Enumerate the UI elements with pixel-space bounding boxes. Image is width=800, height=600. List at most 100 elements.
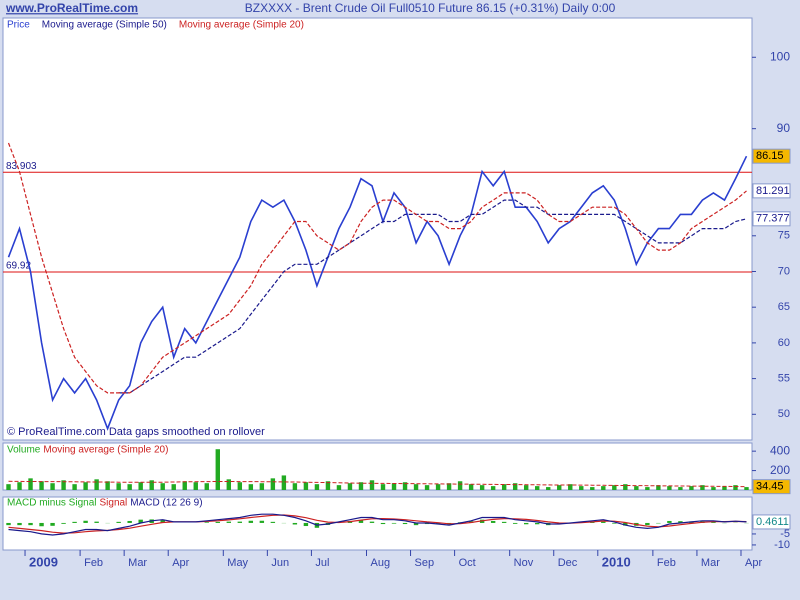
histogram-bar <box>259 520 265 523</box>
volume-bar <box>50 483 55 490</box>
value-box <box>752 183 791 199</box>
volume-bar <box>72 484 77 490</box>
y-tick-label: -5 <box>780 528 790 540</box>
histogram-bar <box>612 522 617 524</box>
x-tick-label: Jun <box>271 557 289 569</box>
volume-bar <box>193 482 198 490</box>
volume-bar <box>645 487 650 490</box>
x-tick-label: May <box>227 557 248 569</box>
reference-label: 83.903 <box>6 161 37 172</box>
series-line <box>7 142 747 394</box>
volume-bar <box>557 485 562 490</box>
x-tick-label: Feb <box>657 557 676 569</box>
chart-title: BZXXXX - Brent Crude Oil Full0510 Future… <box>245 1 616 15</box>
volume-bar <box>623 484 628 490</box>
volume-bar <box>61 480 66 490</box>
histogram-bar <box>160 520 165 523</box>
histogram-bar <box>215 521 220 523</box>
legend-entry: Moving average (Simple 20) <box>43 445 168 456</box>
histogram-bar <box>711 522 716 523</box>
volume-bar <box>424 485 430 490</box>
histogram-bar <box>501 521 507 523</box>
value-label: 0.4611 <box>756 516 789 528</box>
y-tick-label: 100 <box>770 49 790 63</box>
histogram-bar <box>248 520 254 523</box>
volume-bar <box>512 483 518 490</box>
volume-bar <box>457 481 463 490</box>
value-box <box>752 211 791 227</box>
histogram-bar <box>512 522 518 524</box>
site-link[interactable]: www.ProRealTime.com <box>5 1 138 15</box>
volume-bar <box>28 478 33 490</box>
value-label: 34.45 <box>756 481 784 493</box>
series-line <box>118 199 747 394</box>
value-box <box>752 514 791 530</box>
volume-bar <box>182 481 187 490</box>
volume-bar <box>226 479 232 490</box>
x-tick-label: 2010 <box>602 554 631 569</box>
histogram-bar <box>39 522 44 527</box>
volume-bar <box>281 475 287 490</box>
histogram-bar <box>369 521 375 523</box>
x-tick-label: Feb <box>84 557 103 569</box>
volume-bar <box>402 482 408 490</box>
volume-bar <box>413 484 419 490</box>
volume-bar <box>590 487 595 490</box>
reference-label: 69.92 <box>6 261 31 272</box>
y-tick-label: 90 <box>777 121 791 135</box>
histogram-bar <box>623 522 628 526</box>
volume-bar <box>546 487 551 490</box>
y-tick-label: 60 <box>778 337 790 349</box>
volume-bar <box>634 486 639 490</box>
value-box <box>752 148 791 164</box>
x-tick-label: Jul <box>315 557 329 569</box>
x-tick-label: 2009 <box>29 554 58 569</box>
histogram-bar <box>138 519 143 523</box>
histogram-bar <box>204 522 209 523</box>
volume-bar <box>656 485 661 490</box>
y-tick-label: 50 <box>778 408 790 420</box>
volume-bar <box>116 483 121 490</box>
volume-bar <box>369 480 375 490</box>
volume-bar <box>270 478 276 490</box>
volume-bar <box>535 486 540 490</box>
legend-entry: Signal <box>99 498 127 509</box>
histogram-bar <box>50 522 55 526</box>
volume-bar <box>347 483 353 490</box>
x-tick-label: Mar <box>128 557 147 569</box>
volume-bar <box>468 484 474 490</box>
histogram-bar <box>28 522 33 526</box>
series-line <box>8 480 747 488</box>
histogram-bar <box>413 522 419 526</box>
legend-entry: Price <box>7 20 30 31</box>
legend-entry: MACD (12 26 9) <box>130 498 202 509</box>
volume-bar <box>391 483 397 490</box>
legend-entry: Moving average (Simple 20) <box>179 20 304 31</box>
histogram-bar <box>358 520 364 523</box>
x-tick-label: Oct <box>459 557 476 569</box>
y-tick-label: 65 <box>778 301 790 313</box>
note: © ProRealTime.com Data gaps smoothed on … <box>7 426 265 438</box>
price-panel <box>2 17 753 441</box>
value-label: 86.15 <box>756 150 784 162</box>
volume-bar <box>94 479 99 490</box>
volume-bar <box>237 482 243 490</box>
volume-bar <box>711 487 716 490</box>
x-tick-label: Dec <box>558 557 578 569</box>
volume-bar <box>292 483 298 490</box>
histogram-bar <box>6 522 11 526</box>
volume-bar <box>160 483 165 490</box>
volume-bar <box>689 486 694 490</box>
volume-bar <box>601 486 606 490</box>
volume-bar <box>83 482 88 490</box>
volume-bar <box>479 485 485 490</box>
histogram-bar <box>535 522 540 525</box>
legend-entry: MACD minus Signal <box>7 498 96 509</box>
volume-bar <box>667 486 672 490</box>
histogram-bar <box>490 520 496 523</box>
y-tick-label: 55 <box>778 372 790 384</box>
volume-bar <box>568 484 573 490</box>
volume-bar <box>446 483 452 490</box>
histogram-bar <box>380 522 386 525</box>
volume-bar <box>149 480 154 490</box>
